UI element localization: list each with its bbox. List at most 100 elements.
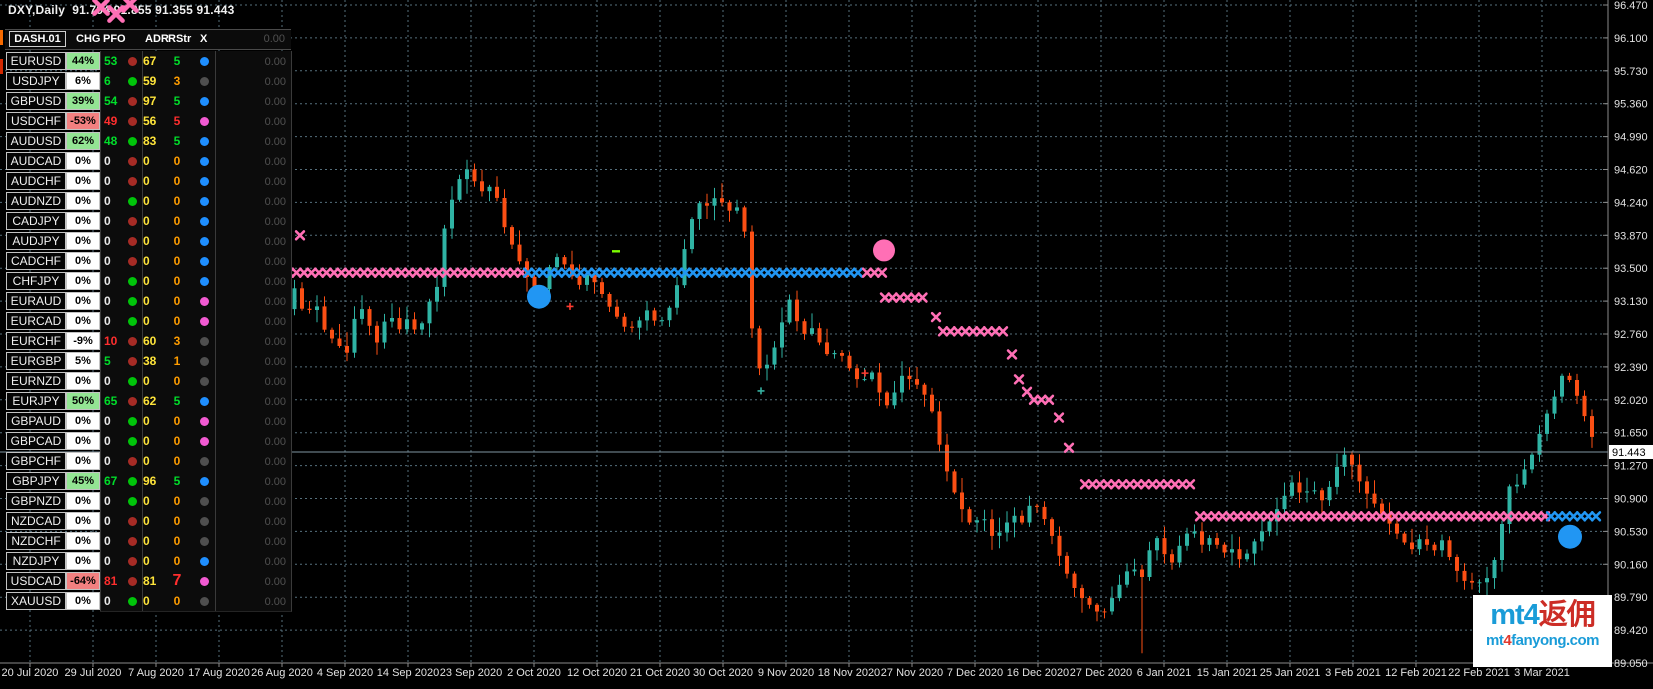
rstr-value: 0 xyxy=(173,254,181,268)
dashboard-name[interactable]: DASH.01 xyxy=(9,31,66,47)
dash-row-AUDCHF[interactable]: AUDCHF 0% 0 0 0 0.00 xyxy=(0,171,292,192)
symbol-cell[interactable]: CADJPY xyxy=(6,212,66,230)
pfo-value: 0 xyxy=(104,294,111,308)
dash-row-GBPJPY[interactable]: GBPJPY 45% 67 96 5 0.00 xyxy=(0,471,292,492)
symbol-cell[interactable]: CHFJPY xyxy=(6,272,66,290)
dash-row-AUDUSD[interactable]: AUDUSD 62% 48 83 5 0.00 xyxy=(0,131,292,152)
dash-row-GBPCAD[interactable]: GBPCAD 0% 0 0 0 0.00 xyxy=(0,431,292,452)
row-value: 0.00 xyxy=(264,376,286,388)
symbol-cell[interactable]: NZDJPY xyxy=(6,552,66,570)
symbol-cell[interactable]: EURJPY xyxy=(6,392,66,410)
x-dot xyxy=(200,417,209,426)
column-divider xyxy=(142,191,143,211)
dash-row-NZDJPY[interactable]: NZDJPY 0% 0 0 0 0.00 xyxy=(0,551,292,572)
dash-row-GBPCHF[interactable]: GBPCHF 0% 0 0 0 0.00 xyxy=(0,451,292,472)
symbol-cell[interactable]: NZDCHF xyxy=(6,532,66,550)
x-dot xyxy=(200,337,209,346)
dash-row-CADCHF[interactable]: CADCHF 0% 0 0 0 0.00 xyxy=(0,251,292,272)
symbol-cell[interactable]: GBPAUD xyxy=(6,412,66,430)
time-axis-label: 12 Feb 2021 xyxy=(1385,667,1447,679)
dash-row-USDCAD[interactable]: USDCAD -64% 81 81 7 0.00 xyxy=(0,571,292,592)
symbol-cell[interactable]: USDCAD xyxy=(6,572,66,590)
symbol-cell[interactable]: GBPUSD xyxy=(6,92,66,110)
pfo-value: 48 xyxy=(104,134,118,148)
price-axis-label: 90.530 xyxy=(1614,526,1648,538)
dash-row-NZDCAD[interactable]: NZDCAD 0% 0 0 0 0.00 xyxy=(0,511,292,532)
dash-row-AUDNZD[interactable]: AUDNZD 0% 0 0 0 0.00 xyxy=(0,191,292,212)
dash-row-EURCHF[interactable]: EURCHF -9% 10 60 3 0.00 xyxy=(0,331,292,352)
dash-row-USDCHF[interactable]: USDCHF -53% 49 56 5 0.00 xyxy=(0,111,292,132)
column-divider xyxy=(100,111,101,131)
dash-row-CADJPY[interactable]: CADJPY 0% 0 0 0 0.00 xyxy=(0,211,292,232)
dash-row-EURGBP[interactable]: EURGBP 5% 5 38 1 0.00 xyxy=(0,351,292,372)
pfo-dot xyxy=(128,57,137,66)
symbol-cell[interactable]: EURAUD xyxy=(6,292,66,310)
symbol-cell[interactable]: AUDJPY xyxy=(6,232,66,250)
symbol-cell[interactable]: GBPNZD xyxy=(6,492,66,510)
dash-row-AUDCAD[interactable]: AUDCAD 0% 0 0 0 0.00 xyxy=(0,151,292,172)
price-axis-label: 92.390 xyxy=(1614,362,1648,374)
x-dot xyxy=(200,557,209,566)
price-axis-label: 91.270 xyxy=(1614,461,1648,473)
dash-row-AUDJPY[interactable]: AUDJPY 0% 0 0 0 0.00 xyxy=(0,231,292,252)
dash-row-GBPAUD[interactable]: GBPAUD 0% 0 0 0 0.00 xyxy=(0,411,292,432)
row-value: 0.00 xyxy=(264,276,286,288)
pfo-dot xyxy=(128,477,137,486)
symbol-cell[interactable]: EURCAD xyxy=(6,312,66,330)
dash-row-XAUUSD[interactable]: XAUUSD 0% 0 0 0 0.00 xyxy=(0,591,292,612)
dash-row-EURAUD[interactable]: EURAUD 0% 0 0 0 0.00 xyxy=(0,291,292,312)
chg-cell: 62% xyxy=(66,132,100,150)
adr-value: 0 xyxy=(143,214,150,228)
x-dot xyxy=(200,157,209,166)
symbol-cell[interactable]: NZDCAD xyxy=(6,512,66,530)
adr-value: 0 xyxy=(143,494,150,508)
column-divider xyxy=(215,171,216,191)
chg-cell: 6% xyxy=(66,72,100,90)
dash-row-EURCAD[interactable]: EURCAD 0% 0 0 0 0.00 xyxy=(0,311,292,332)
time-axis-label: 29 Jul 2020 xyxy=(65,667,122,679)
pfo-dot xyxy=(128,597,137,606)
symbol-cell[interactable]: AUDCAD xyxy=(6,152,66,170)
symbol-cell[interactable]: USDCHF xyxy=(6,112,66,130)
symbol-cell[interactable]: USDJPY xyxy=(6,72,66,90)
column-divider xyxy=(215,91,216,111)
dash-row-EURNZD[interactable]: EURNZD 0% 0 0 0 0.00 xyxy=(0,371,292,392)
symbol-cell[interactable]: CADCHF xyxy=(6,252,66,270)
symbol-cell[interactable]: EURNZD xyxy=(6,372,66,390)
column-divider xyxy=(142,131,143,151)
dash-row-EURJPY[interactable]: EURJPY 50% 65 62 5 0.00 xyxy=(0,391,292,412)
dash-row-CHFJPY[interactable]: CHFJPY 0% 0 0 0 0.00 xyxy=(0,271,292,292)
x-dot xyxy=(200,477,209,486)
time-axis-label: 17 Aug 2020 xyxy=(188,667,250,679)
symbol-cell[interactable]: EURCHF xyxy=(6,332,66,350)
adr-value: 97 xyxy=(143,94,157,108)
dash-row-NZDCHF[interactable]: NZDCHF 0% 0 0 0 0.00 xyxy=(0,531,292,552)
symbol-cell[interactable]: EURUSD xyxy=(6,52,66,70)
symbol-cell[interactable]: GBPJPY xyxy=(6,472,66,490)
dash-row-GBPUSD[interactable]: GBPUSD 39% 54 97 5 0.00 xyxy=(0,91,292,112)
adr-value: 38 xyxy=(143,354,157,368)
watermark-mt4: mt4 xyxy=(1490,599,1540,631)
x-dot xyxy=(200,537,209,546)
adr-value: 67 xyxy=(143,54,157,68)
column-divider xyxy=(142,371,143,391)
pfo-value: 0 xyxy=(104,434,111,448)
symbol-cell[interactable]: GBPCAD xyxy=(6,432,66,450)
symbol-cell[interactable]: AUDCHF xyxy=(6,172,66,190)
dash-row-GBPNZD[interactable]: GBPNZD 0% 0 0 0 0.00 xyxy=(0,491,292,512)
column-divider xyxy=(100,471,101,491)
symbol-cell[interactable]: EURGBP xyxy=(6,352,66,370)
symbol-cell[interactable]: XAUUSD xyxy=(6,592,66,610)
symbol-cell[interactable]: AUDUSD xyxy=(6,132,66,150)
x-dot xyxy=(200,217,209,226)
column-divider xyxy=(142,351,143,371)
price-axis-label: 89.790 xyxy=(1614,592,1648,604)
symbol-cell[interactable]: AUDNZD xyxy=(6,192,66,210)
dash-row-USDJPY[interactable]: USDJPY 6% 6 59 3 0.00 xyxy=(0,71,292,92)
symbol-cell[interactable]: GBPCHF xyxy=(6,452,66,470)
dash-row-EURUSD[interactable]: EURUSD 44% 53 67 5 0.00 xyxy=(0,51,292,72)
rstr-value: 3 xyxy=(173,334,181,348)
